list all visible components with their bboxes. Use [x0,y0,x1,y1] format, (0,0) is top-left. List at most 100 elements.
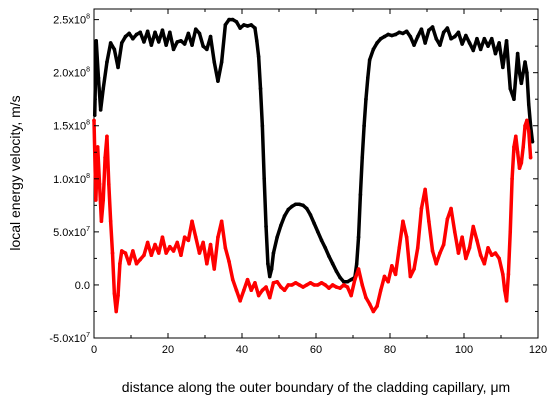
data-point [301,285,305,289]
tick-layer: 0 20 40 60 80 100 120 -5.0x107 0.0 5.0x107 1.0x108… [49,9,547,356]
y-axis-title: local energy velocity, m/s [7,95,23,250]
data-point [312,283,316,287]
data-point [519,81,524,86]
data-point [360,155,365,160]
data-point [275,235,279,239]
data-point [523,60,527,64]
data-point [264,224,268,229]
x-tick-label: 80 [384,344,396,356]
data-point [123,251,128,255]
data-point [227,259,231,264]
data-point [107,182,111,186]
data-point [341,279,346,284]
data-point [290,204,294,209]
series-1 [92,118,533,314]
data-point [341,283,346,287]
data-point [427,28,431,33]
data-point [190,219,194,224]
data-point [330,283,335,287]
data-point [423,187,427,192]
data-point [216,79,220,83]
data-point [208,242,213,247]
data-point [434,36,439,41]
data-point [149,253,154,258]
data-point [506,272,511,277]
y-tick-label: 2.0x108 [53,67,90,80]
data-point [502,288,507,293]
data-point [197,251,202,255]
data-point [264,285,268,289]
data-point [366,76,370,80]
data-point [452,230,457,234]
data-point [219,60,224,64]
data-point [304,283,309,287]
data-point [353,277,357,282]
data-point [256,54,261,59]
data-point [371,47,376,52]
data-point [253,26,257,30]
data-point [253,281,257,285]
data-point [258,86,263,91]
data-point [112,291,117,296]
y-tick-label: -5.0x107 [49,332,90,345]
data-point [528,155,533,160]
data-point [227,17,231,22]
data-point [464,256,468,261]
data-point [182,235,187,239]
data-point [153,242,157,247]
data-point [205,261,209,266]
data-point [482,261,487,266]
data-point [501,65,505,70]
data-point [293,281,298,285]
data-point [319,238,324,243]
data-point [156,251,161,255]
data-point [360,283,365,287]
data-point [271,281,276,285]
data-point [493,51,498,56]
plot-frame [93,8,539,339]
data-point [526,102,531,107]
series-layer [92,17,535,314]
x-tick-label: 20 [162,344,174,356]
data-point [153,30,157,35]
data-point [205,47,209,52]
data-point [293,202,298,207]
data-point [401,31,405,36]
data-point [116,293,120,298]
data-point [131,249,135,253]
data-point [279,285,283,289]
x-tick-label: 0 [91,344,97,356]
data-point [179,39,183,43]
data-point [290,283,294,287]
data-point [249,288,254,293]
data-point [134,32,139,37]
data-point [441,30,446,35]
data-point [362,123,366,128]
data-point [110,251,115,255]
data-point [219,219,224,224]
data-point [208,34,213,39]
data-point [371,309,376,314]
data-point [419,27,424,31]
data-point [367,58,372,62]
data-point [530,139,535,144]
data-point [504,39,509,43]
data-point [456,251,461,255]
data-point [103,155,107,160]
data-point [378,36,383,41]
data-point [168,244,172,249]
data-point [179,253,183,258]
data-point [404,235,409,239]
data-point [262,177,267,181]
data-point [330,261,335,266]
data-point [338,275,342,280]
data-point [386,32,390,37]
data-point [114,309,118,314]
data-point [338,286,342,290]
data-point [212,60,217,64]
data-point [501,272,505,277]
data-point [460,42,464,46]
data-point [99,219,104,224]
data-point [412,43,416,47]
